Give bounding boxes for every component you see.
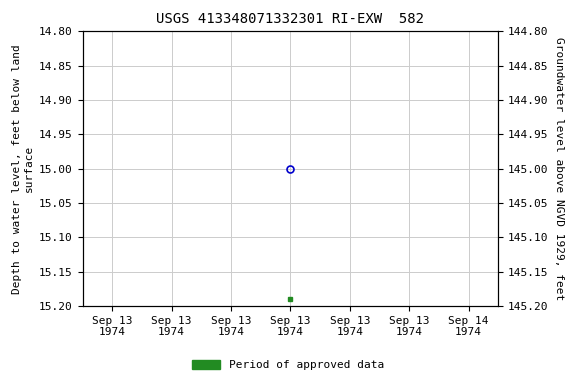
Y-axis label: Groundwater level above NGVD 1929, feet: Groundwater level above NGVD 1929, feet: [554, 37, 564, 300]
Y-axis label: Depth to water level, feet below land
surface: Depth to water level, feet below land su…: [12, 44, 33, 294]
Legend: Period of approved data: Period of approved data: [188, 356, 388, 375]
Title: USGS 413348071332301 RI-EXW  582: USGS 413348071332301 RI-EXW 582: [157, 12, 425, 26]
